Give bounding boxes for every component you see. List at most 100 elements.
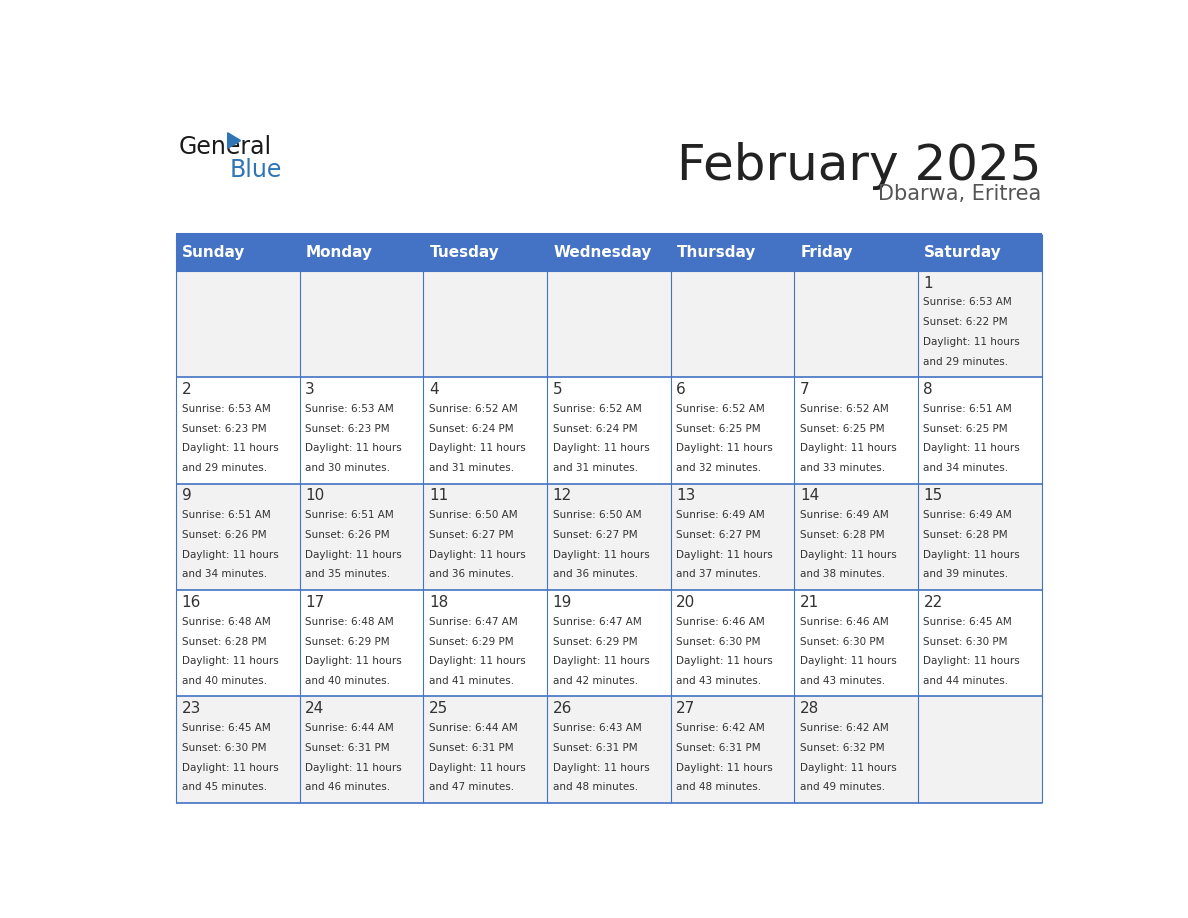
Bar — [546, 484, 671, 590]
Text: 6: 6 — [676, 382, 685, 397]
Text: 28: 28 — [800, 701, 819, 716]
Text: and 33 minutes.: and 33 minutes. — [800, 463, 885, 473]
Text: and 43 minutes.: and 43 minutes. — [800, 676, 885, 686]
Text: Daylight: 11 hours: Daylight: 11 hours — [182, 550, 278, 560]
Bar — [918, 271, 1042, 377]
Text: 17: 17 — [305, 595, 324, 610]
Text: Sunset: 6:30 PM: Sunset: 6:30 PM — [800, 636, 884, 646]
Bar — [918, 377, 1042, 484]
Text: Sunrise: 6:42 AM: Sunrise: 6:42 AM — [800, 723, 889, 733]
Text: Daylight: 11 hours: Daylight: 11 hours — [923, 337, 1020, 347]
Text: Sunrise: 6:53 AM: Sunrise: 6:53 AM — [182, 404, 271, 414]
Text: 11: 11 — [429, 488, 448, 503]
Text: 25: 25 — [429, 701, 448, 716]
Text: Saturday: Saturday — [924, 245, 1001, 260]
Text: and 34 minutes.: and 34 minutes. — [923, 463, 1009, 473]
Text: Daylight: 11 hours: Daylight: 11 hours — [800, 443, 897, 453]
Text: and 45 minutes.: and 45 minutes. — [182, 782, 267, 792]
Text: 27: 27 — [676, 701, 695, 716]
Text: Sunset: 6:26 PM: Sunset: 6:26 PM — [305, 530, 390, 540]
Text: Daylight: 11 hours: Daylight: 11 hours — [676, 443, 773, 453]
Text: Daylight: 11 hours: Daylight: 11 hours — [923, 443, 1020, 453]
Text: and 42 minutes.: and 42 minutes. — [552, 676, 638, 686]
Text: Daylight: 11 hours: Daylight: 11 hours — [429, 656, 525, 666]
Text: Sunset: 6:23 PM: Sunset: 6:23 PM — [182, 423, 266, 433]
Text: Sunrise: 6:42 AM: Sunrise: 6:42 AM — [676, 723, 765, 733]
Text: 14: 14 — [800, 488, 819, 503]
Bar — [423, 590, 546, 697]
Text: Daylight: 11 hours: Daylight: 11 hours — [923, 656, 1020, 666]
Text: and 48 minutes.: and 48 minutes. — [676, 782, 762, 792]
Text: Sunset: 6:30 PM: Sunset: 6:30 PM — [676, 636, 760, 646]
Text: Sunset: 6:30 PM: Sunset: 6:30 PM — [923, 636, 1007, 646]
Bar — [795, 234, 918, 271]
Text: Sunset: 6:29 PM: Sunset: 6:29 PM — [429, 636, 513, 646]
Text: 12: 12 — [552, 488, 571, 503]
Text: 22: 22 — [923, 595, 943, 610]
Text: Daylight: 11 hours: Daylight: 11 hours — [800, 763, 897, 773]
Text: Sunset: 6:27 PM: Sunset: 6:27 PM — [676, 530, 760, 540]
Text: Daylight: 11 hours: Daylight: 11 hours — [552, 550, 650, 560]
Bar — [299, 590, 423, 697]
Text: Thursday: Thursday — [677, 245, 757, 260]
Text: and 46 minutes.: and 46 minutes. — [305, 782, 391, 792]
Bar — [795, 697, 918, 803]
Text: 4: 4 — [429, 382, 438, 397]
Bar — [795, 377, 918, 484]
Text: Daylight: 11 hours: Daylight: 11 hours — [429, 550, 525, 560]
Text: Sunrise: 6:47 AM: Sunrise: 6:47 AM — [429, 617, 518, 627]
Text: 1: 1 — [923, 275, 933, 291]
Text: Sunset: 6:28 PM: Sunset: 6:28 PM — [182, 636, 266, 646]
Bar — [671, 590, 795, 697]
Text: Daylight: 11 hours: Daylight: 11 hours — [552, 656, 650, 666]
Text: Sunset: 6:28 PM: Sunset: 6:28 PM — [800, 530, 884, 540]
Text: Daylight: 11 hours: Daylight: 11 hours — [305, 550, 402, 560]
Bar — [918, 590, 1042, 697]
Text: Sunrise: 6:44 AM: Sunrise: 6:44 AM — [429, 723, 518, 733]
Text: 23: 23 — [182, 701, 201, 716]
Text: Daylight: 11 hours: Daylight: 11 hours — [182, 763, 278, 773]
Bar — [918, 484, 1042, 590]
Text: and 36 minutes.: and 36 minutes. — [429, 569, 514, 579]
Bar — [423, 697, 546, 803]
Bar — [176, 271, 299, 377]
Text: Sunrise: 6:47 AM: Sunrise: 6:47 AM — [552, 617, 642, 627]
Text: Sunset: 6:25 PM: Sunset: 6:25 PM — [923, 423, 1009, 433]
Bar — [671, 271, 795, 377]
Text: Sunrise: 6:49 AM: Sunrise: 6:49 AM — [800, 510, 889, 521]
Text: Sunrise: 6:48 AM: Sunrise: 6:48 AM — [182, 617, 271, 627]
Text: Sunrise: 6:53 AM: Sunrise: 6:53 AM — [923, 297, 1012, 308]
Bar — [299, 234, 423, 271]
Text: Tuesday: Tuesday — [430, 245, 499, 260]
Text: 26: 26 — [552, 701, 571, 716]
Text: Sunrise: 6:46 AM: Sunrise: 6:46 AM — [676, 617, 765, 627]
Text: 16: 16 — [182, 595, 201, 610]
Text: Sunrise: 6:50 AM: Sunrise: 6:50 AM — [429, 510, 518, 521]
Bar — [299, 377, 423, 484]
Text: 13: 13 — [676, 488, 695, 503]
Text: and 30 minutes.: and 30 minutes. — [305, 463, 391, 473]
Bar — [423, 484, 546, 590]
Bar — [795, 484, 918, 590]
Text: 15: 15 — [923, 488, 943, 503]
Text: and 31 minutes.: and 31 minutes. — [552, 463, 638, 473]
Text: Sunset: 6:22 PM: Sunset: 6:22 PM — [923, 318, 1009, 327]
Text: and 31 minutes.: and 31 minutes. — [429, 463, 514, 473]
Text: and 40 minutes.: and 40 minutes. — [305, 676, 391, 686]
Text: 7: 7 — [800, 382, 809, 397]
Text: 9: 9 — [182, 488, 191, 503]
Bar — [918, 697, 1042, 803]
Text: Sunset: 6:24 PM: Sunset: 6:24 PM — [552, 423, 637, 433]
Text: Daylight: 11 hours: Daylight: 11 hours — [923, 550, 1020, 560]
Text: and 39 minutes.: and 39 minutes. — [923, 569, 1009, 579]
Text: and 37 minutes.: and 37 minutes. — [676, 569, 762, 579]
Text: Daylight: 11 hours: Daylight: 11 hours — [305, 443, 402, 453]
Text: 18: 18 — [429, 595, 448, 610]
Bar — [176, 377, 299, 484]
Text: Sunrise: 6:45 AM: Sunrise: 6:45 AM — [182, 723, 271, 733]
Text: Sunrise: 6:46 AM: Sunrise: 6:46 AM — [800, 617, 889, 627]
Text: and 34 minutes.: and 34 minutes. — [182, 569, 267, 579]
Text: 3: 3 — [305, 382, 315, 397]
Text: and 43 minutes.: and 43 minutes. — [676, 676, 762, 686]
Text: and 44 minutes.: and 44 minutes. — [923, 676, 1009, 686]
